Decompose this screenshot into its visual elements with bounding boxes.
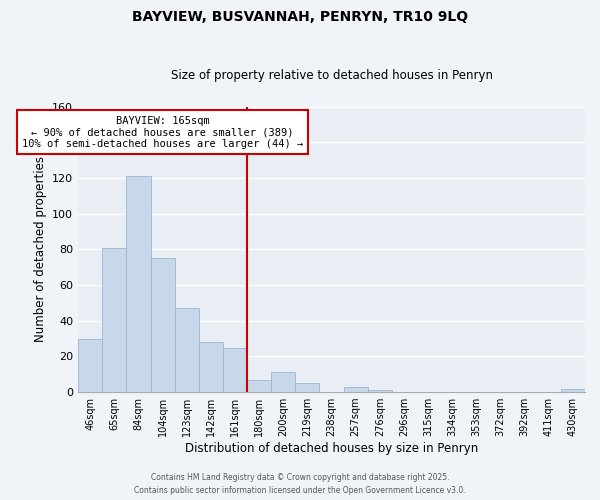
Text: BAYVIEW: 165sqm
← 90% of detached houses are smaller (389)
10% of semi-detached : BAYVIEW: 165sqm ← 90% of detached houses…: [22, 116, 303, 149]
Bar: [175, 308, 199, 392]
Title: Size of property relative to detached houses in Penryn: Size of property relative to detached ho…: [170, 69, 493, 82]
Text: Contains HM Land Registry data © Crown copyright and database right 2025.
Contai: Contains HM Land Registry data © Crown c…: [134, 474, 466, 495]
Bar: [78, 338, 102, 392]
Bar: [223, 348, 247, 392]
Bar: [151, 258, 175, 392]
Bar: [561, 388, 585, 392]
Bar: [102, 248, 127, 392]
Y-axis label: Number of detached properties: Number of detached properties: [34, 156, 47, 342]
X-axis label: Distribution of detached houses by size in Penryn: Distribution of detached houses by size …: [185, 442, 478, 455]
Bar: [271, 372, 295, 392]
Bar: [295, 383, 319, 392]
Bar: [368, 390, 392, 392]
Bar: [127, 176, 151, 392]
Bar: [344, 386, 368, 392]
Text: BAYVIEW, BUSVANNAH, PENRYN, TR10 9LQ: BAYVIEW, BUSVANNAH, PENRYN, TR10 9LQ: [132, 10, 468, 24]
Bar: [199, 342, 223, 392]
Bar: [247, 380, 271, 392]
